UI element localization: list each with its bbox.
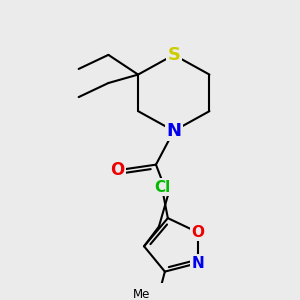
Text: Me: Me xyxy=(133,288,150,300)
Text: S: S xyxy=(167,46,180,64)
Text: Cl: Cl xyxy=(154,180,170,195)
Text: O: O xyxy=(191,225,204,240)
Text: O: O xyxy=(110,161,124,179)
Text: N: N xyxy=(166,122,181,140)
Text: N: N xyxy=(191,256,204,271)
